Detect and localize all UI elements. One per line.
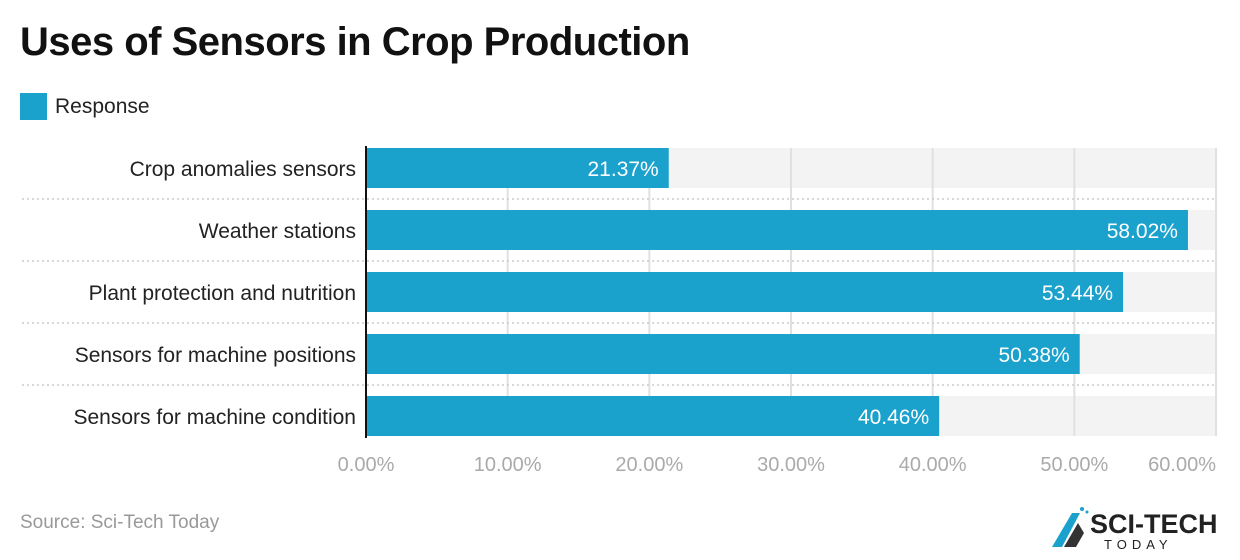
chart-title: Uses of Sensors in Crop Production: [20, 20, 690, 64]
x-tick-label: 20.00%: [615, 454, 683, 476]
data-label: 50.38%: [998, 344, 1069, 367]
legend-swatch: [20, 93, 47, 120]
x-tick-label: 60.00%: [1148, 454, 1216, 476]
bar: [366, 396, 940, 436]
bar: [366, 210, 1188, 250]
category-label: Crop anomalies sensors: [130, 158, 356, 181]
category-label: Sensors for machine positions: [75, 344, 356, 367]
x-tick-label: 10.00%: [474, 454, 542, 476]
bar-chart: 0.00% 10.00% 20.00% 30.00% 40.00% 50.00% 60.00…: [22, 146, 1217, 476]
bar: [366, 272, 1124, 312]
data-label: 58.02%: [1107, 220, 1178, 243]
category-label: Weather stations: [199, 220, 356, 243]
bar: [366, 334, 1080, 374]
category-label: Plant protection and nutrition: [89, 282, 356, 305]
x-tick-label: 0.00%: [338, 454, 395, 476]
svg-text:SCI-TECH: SCI-TECH: [1090, 509, 1218, 539]
bar: [366, 148, 669, 188]
legend: Response: [20, 93, 150, 120]
data-label: 53.44%: [1042, 282, 1113, 305]
x-tick-label: 50.00%: [1040, 454, 1108, 476]
source-note: Source: Sci-Tech Today: [20, 512, 220, 533]
svg-text:TODAY: TODAY: [1104, 537, 1173, 552]
data-label: 40.46%: [858, 406, 929, 429]
x-tick-label: 30.00%: [757, 454, 825, 476]
x-tick-label: 40.00%: [899, 454, 967, 476]
data-label: 21.37%: [588, 158, 659, 181]
legend-label: Response: [55, 94, 150, 118]
sci-tech-today-logo: SCI-TECH TODAY: [1052, 507, 1218, 552]
category-label: Sensors for machine condition: [74, 406, 357, 429]
